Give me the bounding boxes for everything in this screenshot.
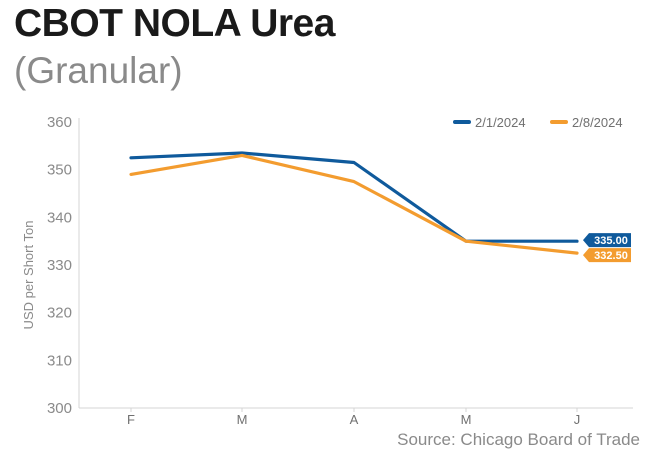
x-tick-label: A [350,412,359,427]
series-line-2 [129,153,579,255]
end-value-tag-2 [583,248,631,263]
end-value-tag-1 [583,233,631,248]
series-group [129,151,579,255]
end-value-label-2: 332.50 [594,250,628,262]
y-tick-label: 310 [47,352,72,369]
x-tick-label: M [237,412,248,427]
legend: 2/1/2024 2/8/2024 [453,115,623,130]
y-axis-label: USD per Short Ton [21,221,36,330]
y-tick-label: 320 [47,305,72,322]
x-tick-label: J [574,412,581,427]
legend-label-2: 2/8/2024 [572,115,623,130]
y-tick-label: 330 [47,257,72,274]
x-tick-label: F [127,412,135,427]
chart-title: CBOT NOLA Urea [14,2,335,45]
y-tick-label: 340 [47,209,72,226]
end-labels: 335.00 332.50 [583,233,631,263]
y-tick-label: 300 [47,400,72,417]
legend-label-1: 2/1/2024 [475,115,526,130]
end-value-label-1: 335.00 [594,235,628,247]
x-tick-label: M [461,412,472,427]
y-tick-label: 360 [47,114,72,131]
chart-subtitle: (Granular) [14,50,183,91]
series-line-1 [129,151,579,243]
y-axis: 300 310 320 330 340 350 360 [47,114,80,417]
source-note: Source: Chicago Board of Trade [397,430,640,449]
y-tick-label: 350 [47,162,72,179]
